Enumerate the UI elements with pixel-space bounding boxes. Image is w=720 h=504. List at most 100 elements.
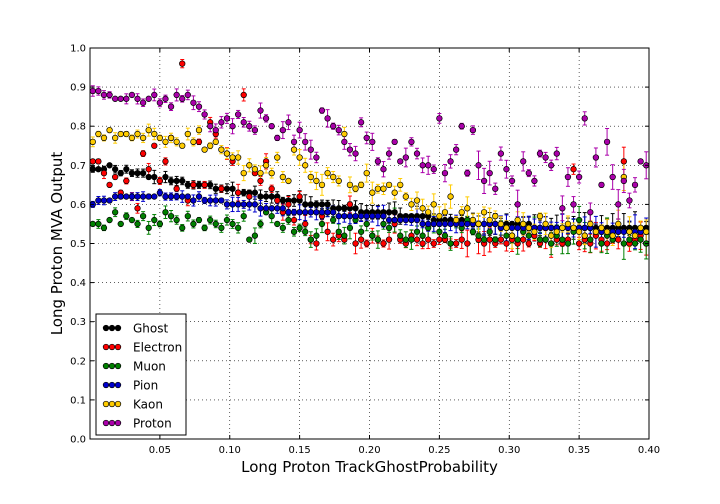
point-muon [173, 216, 180, 224]
point-electron [330, 236, 337, 243]
point-pion [318, 209, 326, 216]
point-kaon [492, 212, 499, 220]
point-proton [631, 181, 639, 189]
point-kaon [564, 220, 572, 228]
point-pion [257, 205, 264, 212]
point-ghost [251, 189, 259, 196]
y-tick-label: 0.7 [70, 161, 86, 172]
point-proton [234, 111, 242, 118]
point-electron [95, 158, 102, 165]
point-proton [598, 181, 605, 189]
point-ghost [89, 166, 96, 173]
point-proton [436, 115, 443, 122]
point-electron [503, 240, 510, 247]
point-proton [503, 166, 510, 173]
point-muon [380, 220, 387, 228]
point-pion [419, 220, 426, 228]
point-muon [162, 209, 169, 216]
point-muon [486, 228, 493, 235]
point-kaon [603, 228, 611, 235]
point-kaon [598, 224, 605, 232]
point-pion [492, 220, 499, 228]
point-ghost [179, 177, 186, 185]
point-electron [363, 240, 370, 247]
point-electron [134, 205, 141, 212]
point-muon [268, 212, 275, 220]
point-electron [246, 193, 253, 200]
point-proton [173, 91, 180, 99]
point-pion [201, 197, 208, 204]
y-tick-label: 0.0 [70, 435, 86, 446]
point-muon [145, 224, 152, 232]
point-kaon [162, 138, 169, 145]
point-muon [307, 236, 314, 243]
point-ghost [134, 169, 141, 177]
point-proton [520, 158, 527, 165]
point-proton [570, 201, 577, 208]
point-proton [341, 138, 348, 145]
point-pion [514, 224, 521, 232]
point-electron [274, 197, 281, 204]
point-kaon [156, 134, 164, 142]
point-electron [285, 201, 292, 208]
y-tick-label: 0.8 [70, 122, 86, 133]
point-proton [391, 138, 398, 145]
point-pion [173, 193, 180, 200]
point-ghost [352, 205, 359, 212]
point-ghost [313, 201, 320, 208]
point-kaon [559, 224, 566, 232]
point-ghost [212, 185, 219, 192]
point-kaon [430, 201, 437, 208]
point-muon [447, 240, 454, 247]
point-kaon [531, 228, 538, 235]
point-pion [128, 193, 136, 200]
point-kaon [475, 220, 482, 228]
point-electron [296, 193, 303, 200]
legend-marker [102, 362, 110, 370]
point-kaon [397, 181, 404, 189]
point-muon [212, 220, 219, 228]
point-proton [190, 99, 197, 106]
point-kaon [285, 177, 292, 185]
point-muon [587, 236, 594, 243]
point-muon [385, 224, 393, 232]
point-kaon [201, 146, 208, 153]
point-pion [346, 212, 354, 220]
point-electron [413, 236, 421, 243]
point-kaon [274, 154, 281, 161]
point-kaon [458, 209, 465, 216]
point-kaon [592, 228, 600, 235]
point-pion [615, 228, 622, 235]
point-muon [469, 228, 477, 235]
point-ghost [290, 197, 298, 204]
point-ghost [117, 169, 124, 177]
point-proton [475, 162, 482, 169]
point-proton [397, 158, 404, 165]
point-kaon [536, 212, 544, 220]
point-muon [117, 220, 124, 228]
point-electron [201, 181, 208, 189]
point-proton [100, 91, 108, 99]
point-proton [346, 146, 354, 153]
point-pion [458, 220, 465, 228]
point-muon [201, 224, 208, 232]
point-ghost [173, 177, 180, 185]
point-pion [335, 212, 342, 220]
point-pion [207, 197, 214, 204]
point-electron [570, 166, 577, 173]
point-proton [123, 95, 130, 102]
point-kaon [335, 177, 342, 185]
point-electron [352, 240, 359, 247]
point-pion [508, 224, 516, 232]
x-tick-label: 0.30 [498, 445, 520, 456]
point-muon [151, 216, 158, 224]
point-muon [179, 224, 186, 232]
point-pion [106, 197, 113, 204]
point-muon [128, 216, 136, 224]
point-proton [179, 95, 186, 102]
point-pion [330, 209, 337, 216]
point-muon [413, 228, 421, 235]
point-electron [419, 240, 426, 247]
point-proton [425, 162, 432, 169]
point-proton [290, 138, 298, 145]
